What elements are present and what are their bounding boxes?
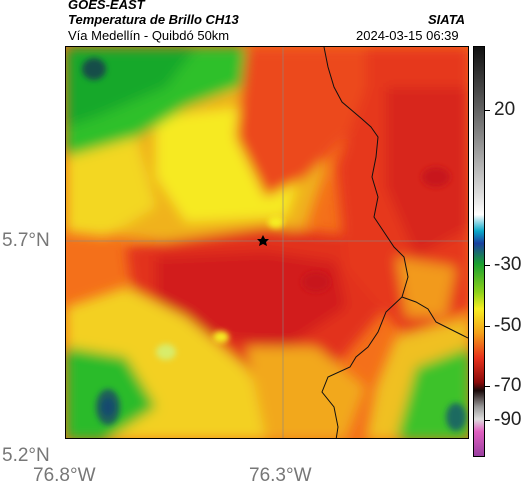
border-line (401, 296, 468, 339)
cb-label-m30: -30 (494, 254, 522, 275)
cb-tick-m70 (485, 386, 490, 387)
datetime-label: 2024-03-15 06:39 (356, 28, 459, 43)
cb-tick-m50 (485, 326, 490, 327)
cb-label-20: 20 (494, 99, 516, 120)
product-title: Temperatura de Brillo CH13 (68, 12, 239, 27)
lon-label-76-8: 76.8°W (33, 465, 96, 486)
cb-label-m70: -70 (494, 375, 522, 396)
temperature-map (65, 46, 469, 439)
coastline (321, 47, 409, 438)
cb-tick-m90 (485, 420, 490, 421)
lat-label-5-7: 5.7°N (2, 230, 50, 251)
cb-label-m50: -50 (494, 315, 522, 336)
temperature-field (66, 47, 468, 438)
cb-label-m90: -90 (494, 409, 522, 430)
satellite-title: GOES-EAST (68, 0, 145, 12)
cb-tick-20 (485, 110, 490, 111)
agency-label: SIATA (428, 12, 466, 27)
station-star-icon (257, 235, 269, 246)
lon-label-76-3: 76.3°W (249, 465, 312, 486)
region-label: Vía Medellín - Quibdó 50km (68, 28, 230, 43)
temperature-colorbar (473, 46, 485, 457)
lat-label-5-2: 5.2°N (2, 445, 50, 466)
cb-tick-m30 (485, 265, 490, 266)
